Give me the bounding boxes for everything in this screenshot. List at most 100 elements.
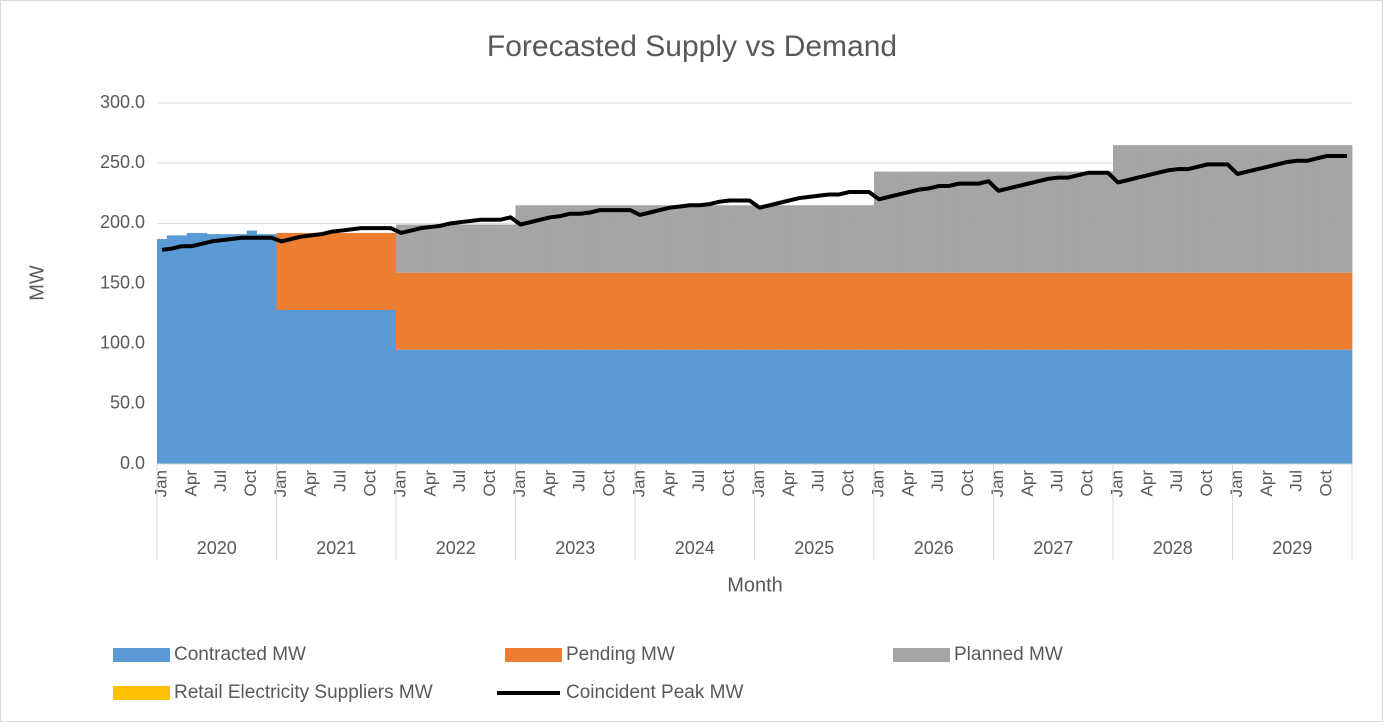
area-segment: [1122, 272, 1134, 350]
area-segment: [1093, 349, 1104, 464]
area-segment: [864, 349, 875, 464]
area-segment: [1312, 349, 1323, 464]
area-segment: [525, 205, 536, 273]
area-segment: [455, 224, 467, 273]
area-segment: [196, 232, 208, 464]
area-segment: [1063, 349, 1074, 464]
area-segment: [226, 234, 238, 464]
area-segment: [923, 272, 935, 350]
area-segment: [1013, 349, 1024, 464]
x-tick-label: Jul: [331, 470, 350, 492]
x-tick-label: Jul: [211, 470, 230, 492]
area-segment: [794, 349, 805, 464]
area-segment: [953, 349, 965, 464]
area-segment: [903, 349, 915, 464]
area-segment: [425, 349, 437, 464]
area-segment: [734, 272, 745, 350]
area-segment: [1282, 145, 1293, 273]
x-tick-label: Jan: [629, 470, 648, 497]
area-segment: [425, 272, 437, 350]
x-tick-label: Apr: [301, 470, 320, 497]
area-segment: [485, 349, 496, 464]
area-segment: [774, 349, 785, 464]
area-segment: [973, 171, 984, 273]
area-segment: [1093, 171, 1104, 273]
area-segment: [883, 349, 895, 464]
area-segment: [535, 349, 546, 464]
area-segment: [605, 205, 616, 273]
area-segment: [1222, 349, 1233, 464]
area-segment: [794, 272, 805, 350]
area-segment: [1212, 145, 1223, 273]
area-segment: [525, 272, 536, 350]
x-tick-label: Jul: [809, 470, 828, 492]
area-segment: [664, 349, 676, 464]
area-segment: [396, 224, 407, 273]
x-tick-label: Jul: [1167, 470, 1186, 492]
area-segment: [814, 205, 825, 273]
x-group-label: 2020: [197, 538, 237, 558]
area-segment: [1232, 272, 1243, 350]
area-segment: [1003, 349, 1014, 464]
area-segment: [824, 205, 835, 273]
area-segment: [1103, 272, 1114, 350]
area-segment: [166, 235, 178, 464]
area-segment: [475, 349, 487, 464]
area-segment: [1332, 349, 1343, 464]
area-segment: [1272, 349, 1283, 464]
area-segment: [913, 272, 925, 350]
legend-swatch: [113, 648, 170, 662]
x-tick-label: Jan: [868, 470, 887, 497]
area-segment: [615, 205, 626, 273]
area-segment: [834, 272, 845, 350]
area-segment: [435, 224, 447, 273]
area-segment: [575, 272, 586, 350]
area-segment: [336, 309, 347, 464]
area-segment: [993, 171, 1004, 273]
x-tick-label: Oct: [1317, 470, 1336, 497]
area-segment: [336, 232, 347, 310]
x-tick-label: Oct: [1197, 470, 1216, 497]
area-segment: [1332, 272, 1343, 350]
area-segment: [1083, 171, 1094, 273]
x-group-label: 2025: [794, 538, 834, 558]
area-segment: [943, 171, 955, 273]
area-segment: [764, 205, 775, 273]
area-segment: [1192, 145, 1204, 273]
area-segment: [326, 309, 337, 464]
area-segment: [943, 272, 955, 350]
area-segment: [913, 349, 925, 464]
area-segment: [216, 234, 228, 464]
area-segment: [883, 272, 895, 350]
x-tick-label: Apr: [1137, 470, 1156, 497]
area-segment: [724, 349, 735, 464]
area-segment: [1212, 349, 1223, 464]
x-tick-label: Oct: [600, 470, 619, 497]
area-segment: [415, 272, 427, 350]
x-tick-label: Jul: [570, 470, 589, 492]
y-tick-label: 300.0: [100, 92, 145, 112]
area-segment: [495, 349, 506, 464]
area-segment: [356, 232, 367, 310]
area-segment: [505, 224, 516, 273]
area-segment: [1162, 272, 1174, 350]
area-segment: [186, 232, 198, 464]
area-segment: [983, 171, 994, 273]
area-segment: [1272, 272, 1283, 350]
area-segment: [684, 349, 696, 464]
area-segment: [595, 272, 606, 350]
area-segment: [1073, 171, 1084, 273]
area-segment: [505, 349, 516, 464]
area-segment: [933, 349, 945, 464]
area-segment: [684, 205, 696, 273]
area-segment: [854, 205, 865, 273]
area-segment: [575, 205, 586, 273]
area-segment: [814, 349, 825, 464]
area-segment: [1222, 272, 1233, 350]
area-segment: [734, 205, 745, 273]
area-segment: [555, 272, 566, 350]
area-segment: [744, 349, 755, 464]
area-segment: [396, 272, 407, 350]
area-segment: [625, 349, 636, 464]
